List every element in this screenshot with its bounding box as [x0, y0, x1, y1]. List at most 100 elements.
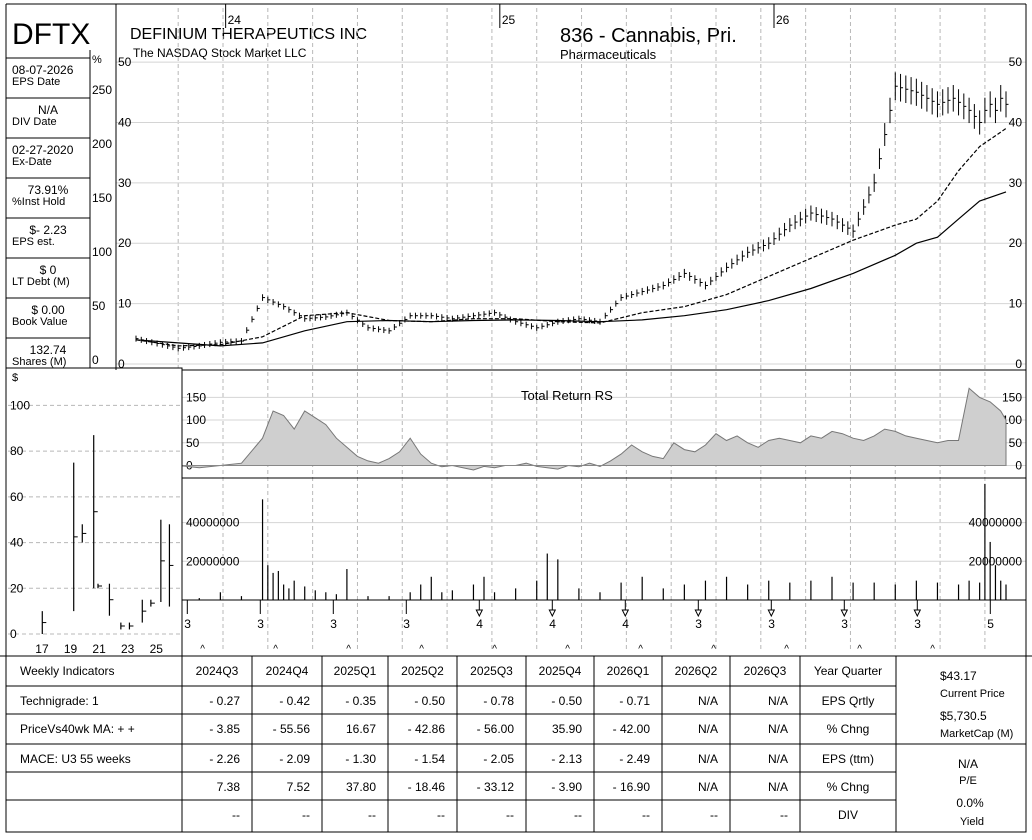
table-cell: --: [506, 808, 514, 822]
price-grid: [116, 8, 1026, 650]
rs-tick-right: 150: [1002, 390, 1022, 404]
price-tick-right: 0: [1015, 357, 1022, 371]
table-cell: N/A: [698, 694, 718, 708]
event-down-arrow: [913, 609, 922, 618]
industry-group: 836 - Cannabis, Pri.: [560, 25, 737, 47]
event-caret: ^: [200, 644, 205, 655]
rs-tick-left: 50: [186, 436, 200, 450]
table-cell: --: [368, 808, 376, 822]
ratings-x-tick: 17: [35, 642, 49, 656]
left-panel-value: 73.91%: [28, 183, 69, 197]
ratings-series: [41, 435, 174, 634]
event-caret: ^: [273, 644, 278, 655]
table-cell: N/A: [768, 780, 788, 794]
market-cap-label: MarketCap (M): [940, 728, 1013, 740]
year-label: 25: [502, 13, 516, 27]
table-cell: - 3.90: [551, 780, 582, 794]
event-caret: ^: [346, 644, 351, 655]
table-cell: --: [574, 808, 582, 822]
event-number: 3: [330, 617, 337, 631]
events-strip: 3^3^3^3^4^4^4^3^3^3^3^5^: [127, 600, 994, 655]
volume-axis: 20000000 20000000 40000000 40000000: [180, 516, 1026, 568]
current-price-label: Current Price: [940, 688, 1005, 700]
row-label: EPS Qrtly: [822, 694, 875, 708]
ratings-x-tick: 21: [92, 642, 106, 656]
pct-tick-label: 250: [92, 83, 112, 97]
table-cell: - 2.05: [483, 752, 514, 766]
event-caret: ^: [857, 644, 862, 655]
ratings-dollar-label: $: [12, 372, 18, 384]
table-cell: - 2.26: [209, 752, 240, 766]
left-panel-value: 132.74: [30, 343, 67, 357]
yield-label: Yield: [960, 816, 984, 828]
left-panel-label: EPS est.: [12, 236, 55, 248]
ratings-tick: 100: [10, 398, 30, 412]
left-panel-label: EPS Date: [12, 76, 60, 88]
price-tick-right: 50: [1009, 55, 1023, 69]
price-tick-right: 20: [1009, 236, 1023, 250]
rs-title: Total Return RS: [521, 388, 613, 403]
price-tick-right: 30: [1009, 176, 1023, 190]
left-panel-value: 02-27-2020: [12, 143, 74, 157]
quarter-header: 2026Q2: [675, 664, 718, 678]
table-cell: - 33.12: [477, 780, 515, 794]
event-number: 3: [695, 617, 702, 631]
pct-tick-label: 100: [92, 245, 112, 259]
table-cell: - 0.35: [345, 694, 376, 708]
left-panel-label: LT Debt (M): [12, 276, 70, 288]
volume-tick-left: 40000000: [186, 516, 240, 530]
table-cell: 37.80: [346, 780, 376, 794]
rs-axis: 005050100100150150: [186, 390, 1022, 472]
current-price: $43.17: [940, 669, 977, 683]
quarter-header: 2026Q3: [744, 664, 787, 678]
event-number: 3: [184, 617, 191, 631]
price-tick-left: 20: [118, 236, 132, 250]
table-cell: 35.90: [552, 722, 582, 736]
table-cell: - 55.56: [273, 722, 311, 736]
year-label: 24: [228, 13, 242, 27]
table-cell: --: [437, 808, 445, 822]
table-cell: - 0.71: [619, 694, 650, 708]
moving-average-40wk: [135, 191, 1007, 347]
moving-average-10wk: [135, 128, 1007, 347]
price-series: [135, 72, 1009, 352]
ratings-tick: 80: [10, 444, 24, 458]
left-panel-value: $- 2.23: [29, 223, 67, 237]
ratings-axis: 0 20 40 60 80 100 17 19 21 23 25: [8, 398, 182, 656]
table-cell: - 0.50: [414, 694, 445, 708]
table-cell: - 1.30: [345, 752, 376, 766]
table-cell: - 0.50: [551, 694, 582, 708]
table-cell: N/A: [698, 722, 718, 736]
table-cell: - 2.09: [279, 752, 310, 766]
quarter-header: 2025Q3: [470, 664, 513, 678]
event-number: 3: [841, 617, 848, 631]
event-down-arrow: [475, 609, 484, 618]
quarter-header: 2025Q1: [334, 664, 377, 678]
rs-series: [135, 387, 1007, 471]
rs-tick-left: 100: [186, 413, 206, 427]
event-caret: ^: [711, 644, 716, 655]
quarter-header: 2025Q4: [539, 664, 582, 678]
price-tick-right: 40: [1009, 115, 1023, 129]
market-cap: $5,730.5: [940, 709, 987, 723]
quarter-header: 2024Q3: [196, 664, 239, 678]
volume-tick-right: 40000000: [969, 516, 1023, 530]
pct-axis: 250 200 150 100 50 0: [92, 83, 112, 367]
table-cell: - 0.42: [279, 694, 310, 708]
price-tick-left: 40: [118, 115, 132, 129]
left-panel-label: Book Value: [12, 316, 67, 328]
volume-tick-left: 20000000: [186, 554, 240, 568]
company-name: DEFINIUM THERAPEUTICS INC: [130, 26, 367, 43]
price-tick-right: 10: [1009, 297, 1023, 311]
rs-tick-right: 0: [1015, 458, 1022, 472]
exchange-name: The NASDAQ Stock Market LLC: [133, 46, 307, 60]
price-axis: 0 0 10 10 20 20 30 30 40 40 50 50: [118, 55, 1022, 371]
event-down-arrow: [548, 609, 557, 618]
table-cell: - 2.49: [619, 752, 650, 766]
left-panel-label: %Inst Hold: [12, 196, 65, 208]
rs-tick-right: 100: [1002, 413, 1022, 427]
table-cell: N/A: [768, 752, 788, 766]
indicator-label: MACE: U3 55 weeks: [20, 752, 131, 766]
ratings-tick: 40: [10, 536, 24, 550]
